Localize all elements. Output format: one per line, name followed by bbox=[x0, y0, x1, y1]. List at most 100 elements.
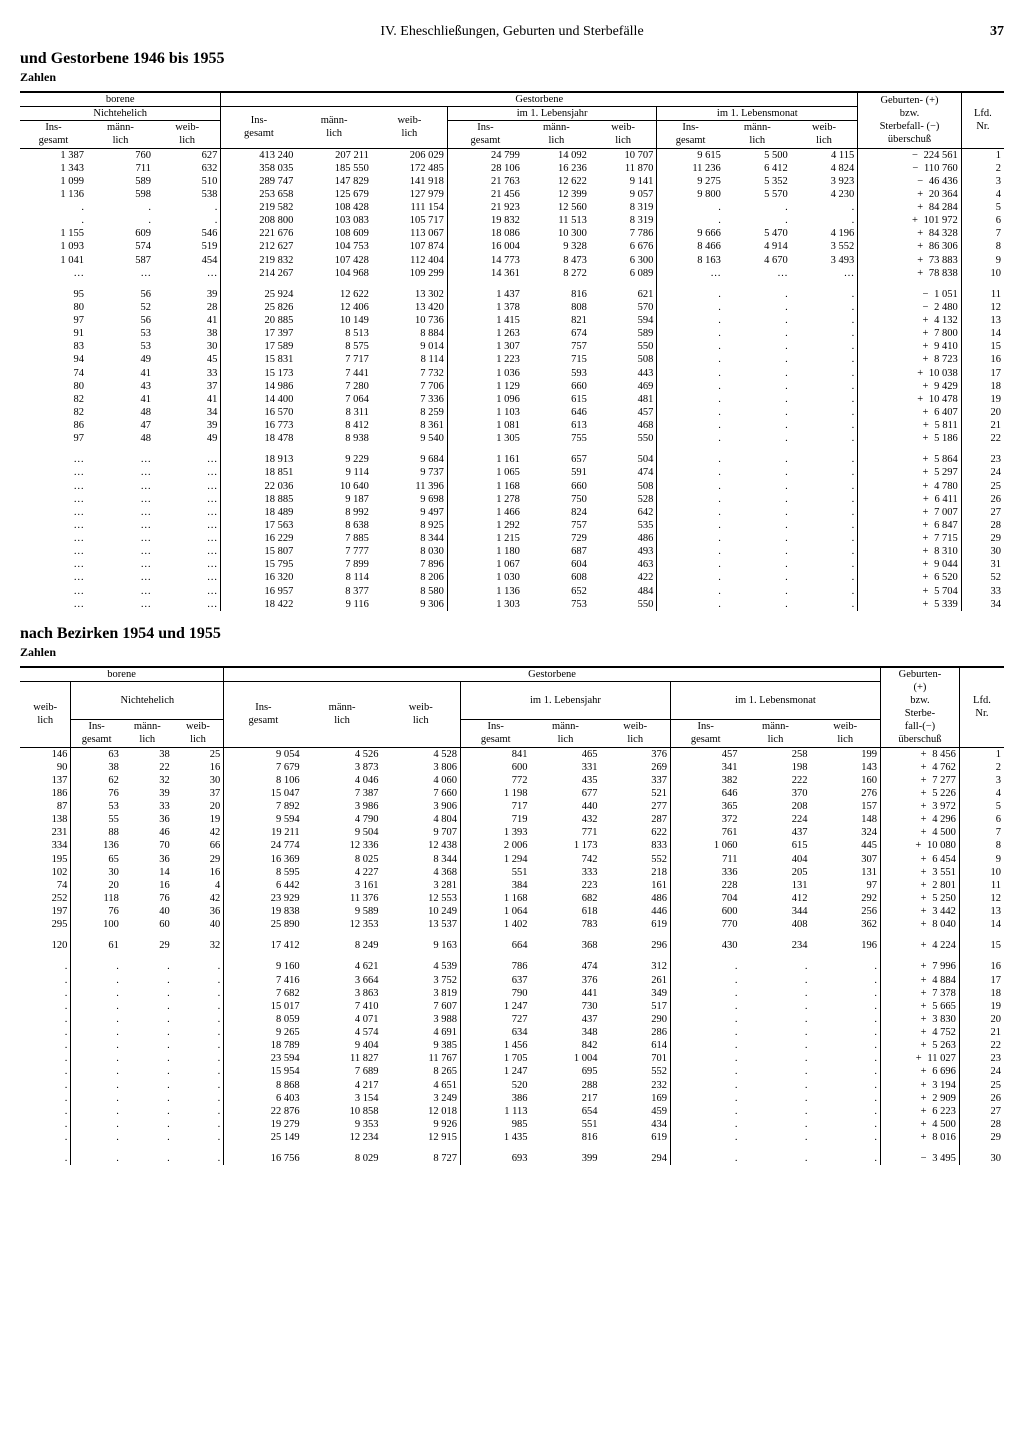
cell: 94 bbox=[20, 353, 87, 366]
cell: . bbox=[20, 1079, 71, 1092]
cell: 11 396 bbox=[372, 480, 448, 493]
cell: + 5 811 bbox=[858, 419, 962, 432]
cell: 1 004 bbox=[530, 1052, 600, 1065]
cell: 30 bbox=[71, 866, 122, 879]
chapter-title: IV. Eheschließungen, Geburten und Sterbe… bbox=[380, 24, 643, 39]
cell: 4 824 bbox=[791, 162, 858, 175]
cell: 618 bbox=[530, 905, 600, 918]
table-row: ....23 59411 82711 7671 7051 004701...+ … bbox=[20, 1052, 1004, 1065]
cell: 1 041 bbox=[20, 254, 87, 267]
cell: . bbox=[657, 380, 724, 393]
cell: 10 858 bbox=[303, 1105, 382, 1118]
cell: . bbox=[791, 327, 858, 340]
cell: 252 bbox=[20, 892, 71, 905]
cell: 474 bbox=[590, 466, 657, 479]
cell: 207 211 bbox=[296, 148, 372, 162]
cell: 434 bbox=[600, 1118, 670, 1131]
cell: 9 057 bbox=[590, 188, 657, 201]
cell: + 6 411 bbox=[858, 493, 962, 506]
cell: + 8 016 bbox=[880, 1131, 959, 1144]
cell: . bbox=[724, 466, 791, 479]
cell: 32 bbox=[173, 931, 224, 952]
cell: 6 412 bbox=[724, 162, 791, 175]
cell: 7 064 bbox=[296, 393, 372, 406]
cell: . bbox=[810, 1065, 880, 1078]
cell: 646 bbox=[523, 406, 590, 419]
cell: 9 bbox=[959, 853, 1004, 866]
cell: 1 136 bbox=[447, 585, 523, 598]
cell: 8 580 bbox=[372, 585, 448, 598]
cell: + 8 456 bbox=[880, 747, 959, 761]
cell: 14 bbox=[961, 327, 1004, 340]
cell: 552 bbox=[600, 853, 670, 866]
cell: . bbox=[71, 1144, 122, 1165]
cell: 18 422 bbox=[221, 598, 297, 611]
cell: 8 473 bbox=[523, 254, 590, 267]
cell: 146 bbox=[20, 747, 71, 761]
cell: . bbox=[791, 314, 858, 327]
table1-title: und Gestorbene 1946 bis 1955 bbox=[20, 50, 1004, 68]
cell: 70 bbox=[122, 839, 173, 852]
cell: 9 229 bbox=[296, 445, 372, 466]
cell: 1 168 bbox=[447, 480, 523, 493]
cell: . bbox=[657, 532, 724, 545]
cell: 8 025 bbox=[303, 853, 382, 866]
cell: 29 bbox=[173, 853, 224, 866]
cell: 11 376 bbox=[303, 892, 382, 905]
cell: 74 bbox=[20, 879, 71, 892]
cell: 1 263 bbox=[447, 327, 523, 340]
cell: . bbox=[791, 558, 858, 571]
cell: 358 035 bbox=[221, 162, 297, 175]
cell: 637 bbox=[460, 974, 530, 987]
cell: 15 795 bbox=[221, 558, 297, 571]
cell: 95 bbox=[20, 280, 87, 301]
cell: . bbox=[670, 1079, 740, 1092]
cell: 1 466 bbox=[447, 506, 523, 519]
cell: 3 873 bbox=[303, 761, 382, 774]
cell: . bbox=[810, 1013, 880, 1026]
cell: 52 bbox=[87, 301, 154, 314]
cell: 551 bbox=[460, 866, 530, 879]
cell: 6 442 bbox=[224, 879, 303, 892]
cell: 9 265 bbox=[224, 1026, 303, 1039]
cell: 294 bbox=[600, 1144, 670, 1165]
cell: 1 067 bbox=[447, 558, 523, 571]
cell: + 2 801 bbox=[880, 879, 959, 892]
table-row: 1 041587454219 832107 428112 40414 7738 … bbox=[20, 254, 1004, 267]
cell: 20 bbox=[961, 406, 1004, 419]
cell: . bbox=[791, 367, 858, 380]
cell: + 78 838 bbox=[858, 267, 962, 280]
table-row: ....18 7899 4049 3851 456842614...+ 5 26… bbox=[20, 1039, 1004, 1052]
cell: 104 968 bbox=[296, 267, 372, 280]
cell: + 6 407 bbox=[858, 406, 962, 419]
cell: 17 bbox=[959, 974, 1004, 987]
cell: . bbox=[71, 1105, 122, 1118]
cell: . bbox=[20, 974, 71, 987]
cell: 147 829 bbox=[296, 175, 372, 188]
cell: + 5 297 bbox=[858, 466, 962, 479]
cell: . bbox=[740, 952, 810, 973]
cell: . bbox=[657, 480, 724, 493]
cell: 97 bbox=[20, 314, 87, 327]
cell: . bbox=[173, 987, 224, 1000]
cell: . bbox=[71, 1065, 122, 1078]
cell: 4 071 bbox=[303, 1013, 382, 1026]
cell: 276 bbox=[810, 787, 880, 800]
table-row: 23188464219 2119 5049 7071 3937716227614… bbox=[20, 826, 1004, 839]
cell: 31 bbox=[961, 558, 1004, 571]
cell: 12 353 bbox=[303, 918, 382, 931]
cell: 9 141 bbox=[590, 175, 657, 188]
cell: . bbox=[122, 1000, 173, 1013]
cell: . bbox=[724, 393, 791, 406]
cell: 11 827 bbox=[303, 1052, 382, 1065]
cell: 8 595 bbox=[224, 866, 303, 879]
cell: + 3 830 bbox=[880, 1013, 959, 1026]
cell: … bbox=[20, 585, 87, 598]
cell: . bbox=[670, 952, 740, 973]
cell: … bbox=[87, 519, 154, 532]
cell: . bbox=[154, 214, 221, 227]
cell: . bbox=[173, 1079, 224, 1092]
cell: 382 bbox=[670, 774, 740, 787]
cell: 3 923 bbox=[791, 175, 858, 188]
cell: 408 bbox=[740, 918, 810, 931]
